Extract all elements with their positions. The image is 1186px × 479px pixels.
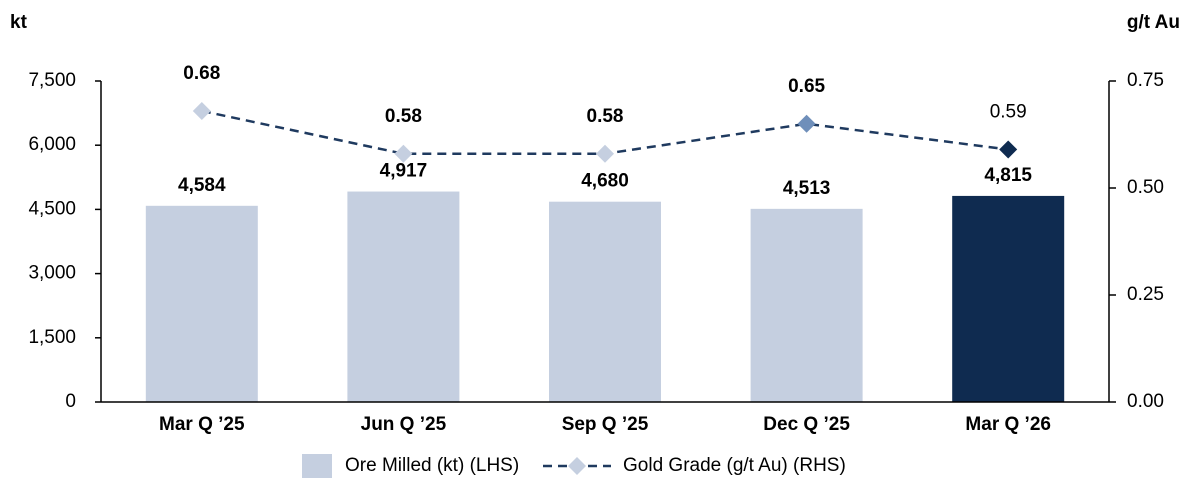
y-tick-label: 0 xyxy=(65,391,76,412)
y-tick-label: 4,500 xyxy=(28,198,76,219)
y-tick-label: 3,000 xyxy=(28,263,76,284)
y-tick-label: 1,500 xyxy=(28,327,76,348)
bar xyxy=(750,208,863,402)
y2-tick-label: 0.00 xyxy=(1127,391,1164,412)
x-tick-label: Dec Q ’25 xyxy=(763,414,850,435)
grade-marker xyxy=(596,144,614,163)
legend-swatch xyxy=(302,454,332,478)
bar-value-label: 4,815 xyxy=(984,165,1032,186)
y-tick-label: 7,500 xyxy=(28,70,76,91)
grade-marker xyxy=(394,144,413,163)
bar xyxy=(145,205,258,402)
x-tick-label: Jun Q ’25 xyxy=(361,414,447,435)
x-tick-label: Mar Q ’25 xyxy=(159,414,245,435)
bar xyxy=(347,191,460,402)
legend-marker xyxy=(568,457,586,475)
legend-label: Gold Grade (g/t Au) (RHS) xyxy=(623,455,846,476)
y-tick-label: 6,000 xyxy=(28,134,76,155)
y-axis-label: kt xyxy=(10,12,28,33)
y2-tick-label: 0.50 xyxy=(1127,177,1164,198)
x-tick-label: Mar Q ’26 xyxy=(965,414,1051,435)
grade-value-label: 0.58 xyxy=(587,106,624,127)
grade-value-label: 0.68 xyxy=(183,63,220,84)
bar-value-label: 4,584 xyxy=(178,175,226,196)
legend-label: Ore Milled (kt) (LHS) xyxy=(345,455,519,476)
bar xyxy=(952,195,1065,402)
y2-tick-label: 0.75 xyxy=(1127,70,1164,91)
y2-tick-label: 0.25 xyxy=(1127,284,1164,305)
bar-value-label: 4,680 xyxy=(581,171,629,192)
grade-value-label: 0.65 xyxy=(788,76,825,97)
grade-marker xyxy=(999,140,1018,159)
bar-value-label: 4,917 xyxy=(380,161,428,182)
bar-value-label: 4,513 xyxy=(783,178,831,199)
x-tick-label: Sep Q ’25 xyxy=(562,414,649,435)
y2-axis-label: g/t Au xyxy=(1127,12,1180,33)
bar xyxy=(549,201,661,402)
grade-marker xyxy=(797,114,816,133)
grade-value-label: 0.59 xyxy=(990,101,1027,122)
grade-value-label: 0.58 xyxy=(385,106,422,127)
grade-marker xyxy=(192,101,211,120)
